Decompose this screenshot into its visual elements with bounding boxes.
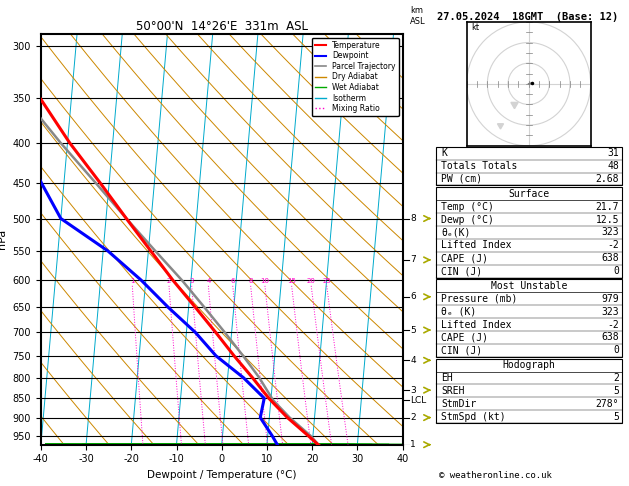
Text: CIN (J): CIN (J) [441, 345, 482, 355]
Text: 12.5: 12.5 [596, 214, 619, 225]
Text: θₑ (K): θₑ (K) [441, 307, 476, 317]
Text: θₑ(K): θₑ(K) [441, 227, 470, 238]
Text: 7: 7 [410, 256, 416, 264]
Text: 2: 2 [167, 278, 171, 284]
Text: CAPE (J): CAPE (J) [441, 332, 488, 343]
Text: 8: 8 [410, 214, 416, 223]
Text: Hodograph: Hodograph [503, 360, 555, 370]
Text: 25: 25 [323, 278, 331, 284]
Text: 3: 3 [410, 386, 416, 395]
X-axis label: Dewpoint / Temperature (°C): Dewpoint / Temperature (°C) [147, 470, 296, 480]
Text: Temp (°C): Temp (°C) [441, 202, 494, 212]
Text: 8: 8 [248, 278, 253, 284]
Text: CAPE (J): CAPE (J) [441, 253, 488, 263]
Text: 1: 1 [410, 440, 416, 449]
Text: 20: 20 [307, 278, 316, 284]
Text: CIN (J): CIN (J) [441, 266, 482, 276]
Title: 50°00'N  14°26'E  331m  ASL: 50°00'N 14°26'E 331m ASL [136, 20, 308, 33]
Text: 6: 6 [230, 278, 235, 284]
Text: 2: 2 [410, 413, 416, 422]
Text: 638: 638 [601, 332, 619, 343]
Text: 21.7: 21.7 [596, 202, 619, 212]
Text: 2: 2 [613, 373, 619, 383]
Text: 27.05.2024  18GMT  (Base: 12): 27.05.2024 18GMT (Base: 12) [437, 12, 618, 22]
Text: PW (cm): PW (cm) [441, 174, 482, 184]
Text: 3: 3 [189, 278, 194, 284]
Text: 4: 4 [206, 278, 211, 284]
Text: 1: 1 [130, 278, 135, 284]
Text: © weatheronline.co.uk: © weatheronline.co.uk [439, 471, 552, 480]
Text: 10: 10 [260, 278, 269, 284]
Text: StmDir: StmDir [441, 399, 476, 409]
Text: Most Unstable: Most Unstable [491, 281, 567, 291]
Text: km
ASL: km ASL [410, 6, 426, 26]
Text: kt: kt [471, 23, 479, 32]
Text: 6: 6 [410, 292, 416, 301]
Text: 323: 323 [601, 307, 619, 317]
Text: -2: -2 [607, 319, 619, 330]
Text: 31: 31 [607, 148, 619, 158]
Text: 48: 48 [607, 161, 619, 171]
Text: Lifted Index: Lifted Index [441, 240, 511, 250]
Text: LCL: LCL [410, 396, 426, 405]
Text: K: K [441, 148, 447, 158]
Text: Mixing Ratio (g/kg): Mixing Ratio (g/kg) [440, 196, 448, 282]
Text: 5: 5 [613, 412, 619, 422]
Text: Surface: Surface [508, 189, 550, 199]
Text: 323: 323 [601, 227, 619, 238]
Text: SREH: SREH [441, 386, 464, 396]
Text: 5: 5 [410, 326, 416, 334]
Text: 0: 0 [613, 345, 619, 355]
Y-axis label: hPa: hPa [0, 229, 7, 249]
Text: 2.68: 2.68 [596, 174, 619, 184]
Text: 638: 638 [601, 253, 619, 263]
Text: Pressure (mb): Pressure (mb) [441, 294, 517, 304]
Text: Dewp (°C): Dewp (°C) [441, 214, 494, 225]
Text: 0: 0 [613, 266, 619, 276]
Text: StmSpd (kt): StmSpd (kt) [441, 412, 506, 422]
Text: 15: 15 [287, 278, 296, 284]
Text: 979: 979 [601, 294, 619, 304]
Text: EH: EH [441, 373, 453, 383]
Text: 5: 5 [613, 386, 619, 396]
Text: Totals Totals: Totals Totals [441, 161, 517, 171]
Text: -2: -2 [607, 240, 619, 250]
Text: 4: 4 [410, 356, 416, 365]
Text: Lifted Index: Lifted Index [441, 319, 511, 330]
Text: 278°: 278° [596, 399, 619, 409]
Legend: Temperature, Dewpoint, Parcel Trajectory, Dry Adiabat, Wet Adiabat, Isotherm, Mi: Temperature, Dewpoint, Parcel Trajectory… [311, 38, 399, 116]
